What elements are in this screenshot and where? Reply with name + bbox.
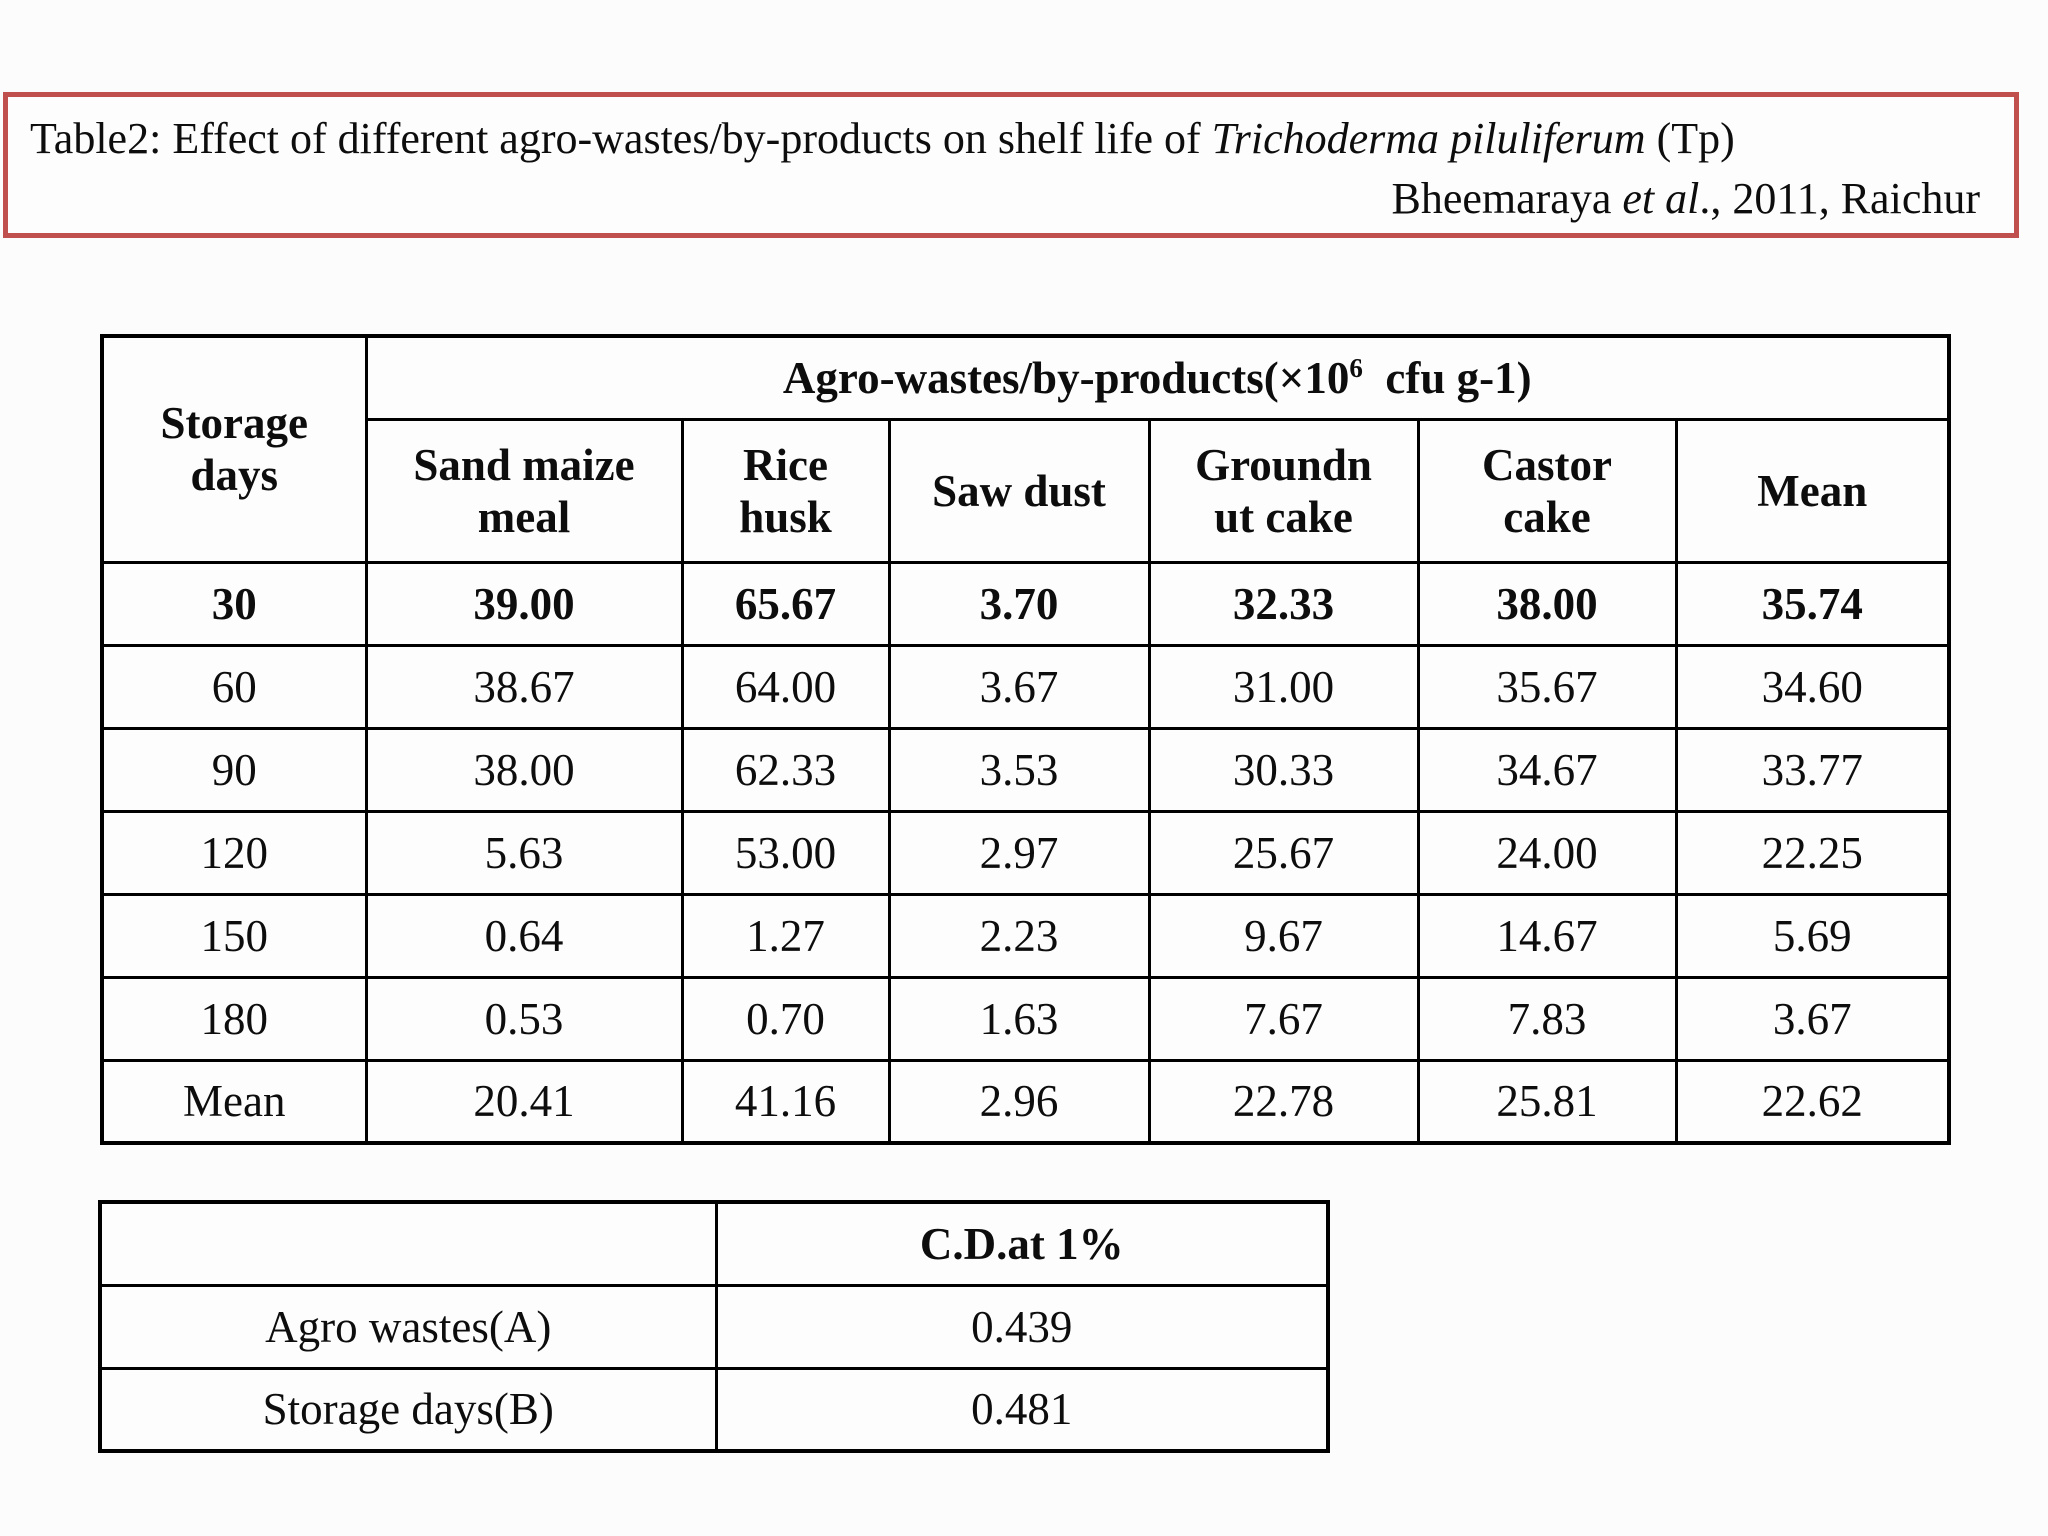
header-mean: Mean [1674,417,1951,564]
cell-castor: 34.67 [1416,726,1678,813]
header-castor-cake: Castor cake [1416,417,1678,564]
row-label: 90 [100,726,368,813]
row-label: 30 [100,560,368,647]
row-label: 150 [100,892,368,979]
cell-rice-husk: 0.70 [680,975,891,1062]
cell-mean: 35.74 [1674,560,1951,647]
title-suffix: (Tp) [1645,114,1735,163]
cell-groundnut: 7.67 [1147,975,1420,1062]
cd-row-value: 0.481 [714,1366,1330,1453]
header-groundnut-cake: Groundn ut cake [1147,417,1420,564]
header-agro-wastes-text: Agro-wastes/by-products(×10 [782,352,1350,403]
cell-rice-husk: 64.00 [680,643,891,730]
header-saw-dust: Saw dust [887,417,1151,564]
cell-groundnut: 25.67 [1147,809,1420,896]
header-storage-days: Storage days [100,334,368,564]
title-line-1: Table2: Effect of different agro-wastes/… [8,97,2014,169]
cell-saw-dust: 1.63 [887,975,1151,1062]
cell-groundnut: 30.33 [1147,726,1420,813]
title-text: Table2: Effect of different agro-wastes/… [30,114,1212,163]
cell-castor: 25.81 [1416,1058,1678,1145]
cell-saw-dust: 2.23 [887,892,1151,979]
cell-castor: 14.67 [1416,892,1678,979]
cell-groundnut: 32.33 [1147,560,1420,647]
cell-sand-maize: 5.63 [364,809,684,896]
header-agro-wastes-span: Agro-wastes/by-products(×106 cfu g-1) [364,334,1951,421]
cd-row-agro-wastes: Agro wastes(A) 0.439 [98,1283,1330,1370]
title-box: Table2: Effect of different agro-wastes/… [3,92,2019,238]
table-row-30: 30 39.00 65.67 3.70 32.33 38.00 35.74 [100,560,1951,647]
cell-sand-maize: 38.67 [364,643,684,730]
citation-etal-italic: et al [1622,174,1700,223]
cd-corner-empty [98,1200,718,1287]
cd-row-label: Storage days(B) [98,1366,718,1453]
table-row-mean: Mean 20.41 41.16 2.96 22.78 25.81 22.62 [100,1058,1951,1145]
cell-castor: 35.67 [1416,643,1678,730]
cd-header: C.D.at 1% [714,1200,1330,1287]
cell-mean: 34.60 [1674,643,1951,730]
row-label: 180 [100,975,368,1062]
cell-mean: 5.69 [1674,892,1951,979]
cell-saw-dust: 2.96 [887,1058,1151,1145]
row-label: 60 [100,643,368,730]
cell-mean: 3.67 [1674,975,1951,1062]
cell-groundnut: 9.67 [1147,892,1420,979]
cell-groundnut: 22.78 [1147,1058,1420,1145]
table-row-120: 120 5.63 53.00 2.97 25.67 24.00 22.25 [100,809,1951,896]
title-citation: Bheemaraya et al., 2011, Raichur [8,169,2014,229]
cell-saw-dust: 3.70 [887,560,1151,647]
shelf-life-table: Storage days Agro-wastes/by-products(×10… [100,334,1952,1145]
cell-rice-husk: 53.00 [680,809,891,896]
cell-sand-maize: 0.53 [364,975,684,1062]
cell-groundnut: 31.00 [1147,643,1420,730]
cell-sand-maize: 38.00 [364,726,684,813]
cell-mean: 22.25 [1674,809,1951,896]
cell-saw-dust: 3.53 [887,726,1151,813]
cell-rice-husk: 62.33 [680,726,891,813]
row-label: Mean [100,1058,368,1145]
header-units: cfu g-1) [1362,352,1532,403]
citation-suffix: ., 2011, Raichur [1699,174,1980,223]
cell-saw-dust: 3.67 [887,643,1151,730]
cell-mean: 22.62 [1674,1058,1951,1145]
cd-row-label: Agro wastes(A) [98,1283,718,1370]
header-exponent: 6 [1349,352,1363,383]
cell-sand-maize: 0.64 [364,892,684,979]
cell-sand-maize: 39.00 [364,560,684,647]
cell-sand-maize: 20.41 [364,1058,684,1145]
cell-castor: 38.00 [1416,560,1678,647]
cell-mean: 33.77 [1674,726,1951,813]
cd-table: C.D.at 1% Agro wastes(A) 0.439 Storage d… [98,1200,1330,1453]
header-sand-maize-meal: Sand maize meal [364,417,684,564]
cd-row-storage-days: Storage days(B) 0.481 [98,1366,1330,1453]
table-row-180: 180 0.53 0.70 1.63 7.67 7.83 3.67 [100,975,1951,1062]
header-rice-husk: Rice husk [680,417,891,564]
cell-rice-husk: 1.27 [680,892,891,979]
table-row-90: 90 38.00 62.33 3.53 30.33 34.67 33.77 [100,726,1951,813]
citation-author: Bheemaraya [1391,174,1623,223]
cell-castor: 24.00 [1416,809,1678,896]
cell-rice-husk: 41.16 [680,1058,891,1145]
cd-row-value: 0.439 [714,1283,1330,1370]
table-row-60: 60 38.67 64.00 3.67 31.00 35.67 34.60 [100,643,1951,730]
row-label: 120 [100,809,368,896]
title-species-italic: Trichoderma piluliferum [1211,114,1646,163]
cell-rice-husk: 65.67 [680,560,891,647]
cell-saw-dust: 2.97 [887,809,1151,896]
cell-castor: 7.83 [1416,975,1678,1062]
table-row-150: 150 0.64 1.27 2.23 9.67 14.67 5.69 [100,892,1951,979]
